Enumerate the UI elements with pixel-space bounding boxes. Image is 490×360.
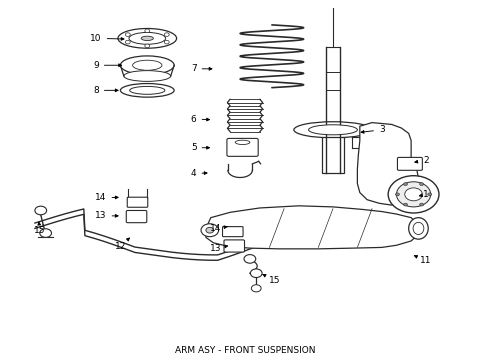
Text: 7: 7 (191, 64, 212, 73)
Circle shape (388, 176, 439, 213)
Text: 4: 4 (191, 169, 207, 178)
Ellipse shape (121, 56, 174, 75)
Text: 15: 15 (263, 274, 280, 285)
Ellipse shape (133, 60, 162, 70)
Circle shape (396, 182, 431, 207)
Ellipse shape (121, 84, 174, 97)
Text: 14: 14 (95, 193, 118, 202)
Ellipse shape (235, 140, 250, 144)
FancyBboxPatch shape (227, 138, 258, 156)
Circle shape (35, 206, 47, 215)
Ellipse shape (413, 222, 424, 234)
FancyBboxPatch shape (397, 157, 422, 170)
Circle shape (251, 285, 261, 292)
Ellipse shape (294, 122, 372, 138)
Text: 3: 3 (361, 125, 385, 134)
Text: 12: 12 (115, 238, 129, 251)
Circle shape (419, 203, 423, 206)
Circle shape (164, 33, 169, 36)
Circle shape (206, 227, 214, 233)
FancyBboxPatch shape (126, 211, 147, 223)
Circle shape (404, 203, 408, 206)
Ellipse shape (409, 218, 428, 239)
FancyBboxPatch shape (224, 240, 245, 252)
Polygon shape (206, 206, 418, 249)
Text: 5: 5 (191, 143, 209, 152)
Polygon shape (357, 123, 418, 205)
Text: 1: 1 (419, 190, 429, 199)
Text: 11: 11 (415, 256, 432, 265)
Text: 2: 2 (415, 156, 429, 165)
FancyBboxPatch shape (222, 226, 243, 237)
Ellipse shape (141, 36, 153, 41)
Text: 9: 9 (93, 61, 122, 70)
Circle shape (125, 33, 130, 36)
Circle shape (428, 193, 432, 196)
Ellipse shape (129, 32, 166, 44)
Text: 13: 13 (95, 211, 118, 220)
Circle shape (395, 193, 399, 196)
Text: 10: 10 (90, 34, 124, 43)
FancyBboxPatch shape (322, 137, 344, 173)
Circle shape (125, 40, 130, 44)
Text: 15: 15 (34, 222, 46, 235)
Text: 14: 14 (210, 224, 227, 233)
Ellipse shape (309, 125, 357, 135)
Circle shape (201, 224, 219, 237)
FancyBboxPatch shape (127, 197, 148, 207)
Circle shape (145, 44, 150, 48)
Text: 8: 8 (93, 86, 118, 95)
Circle shape (40, 229, 51, 237)
Ellipse shape (118, 28, 176, 48)
Text: 13: 13 (210, 244, 228, 253)
Circle shape (419, 183, 423, 185)
Text: ARM ASY - FRONT SUSPENSION: ARM ASY - FRONT SUSPENSION (175, 346, 315, 355)
Circle shape (404, 183, 408, 185)
Circle shape (244, 255, 256, 263)
Circle shape (164, 40, 169, 44)
Circle shape (145, 29, 150, 33)
Ellipse shape (124, 71, 171, 81)
Ellipse shape (130, 86, 165, 94)
Text: 6: 6 (191, 114, 209, 123)
Circle shape (405, 188, 422, 201)
Circle shape (250, 269, 262, 278)
